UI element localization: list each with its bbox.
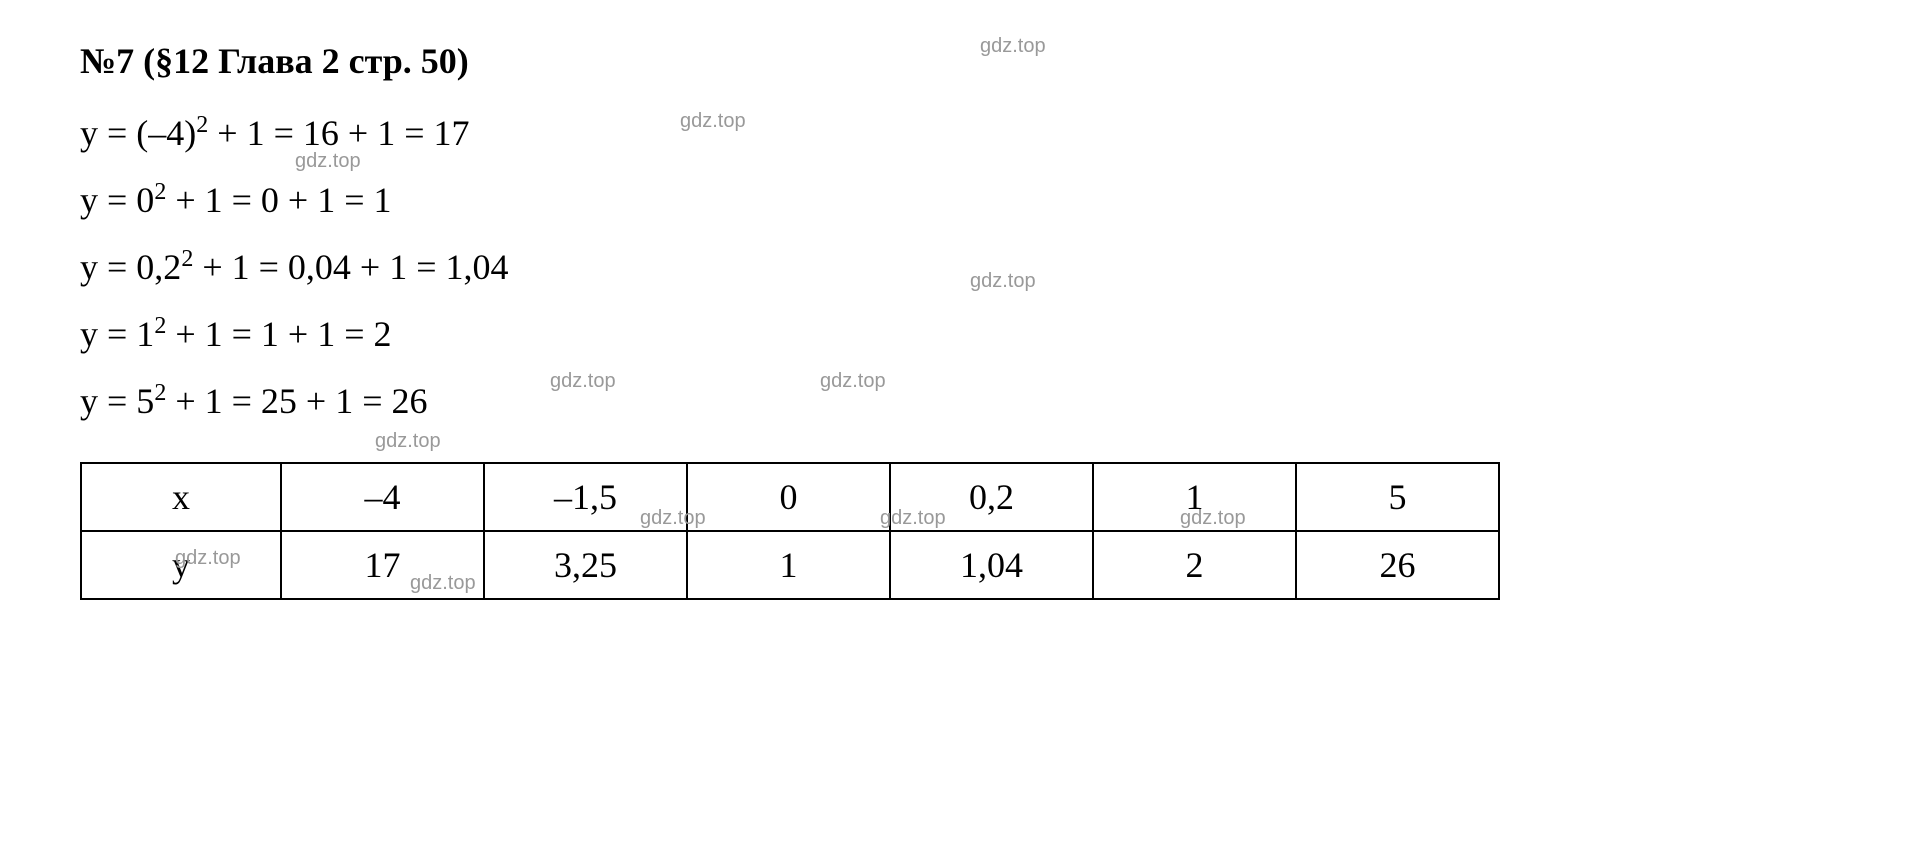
table-cell-y-label: y [81,531,281,599]
table-cell: 0 [687,463,890,531]
table-cell: 1,04 [890,531,1093,599]
eq3-lhs: y = 0,2 [80,247,181,287]
eq4-rhs: + 1 = 1 + 1 = 2 [166,314,391,354]
table-row: x –4 –1,5 0 0,2 1 5 [81,463,1499,531]
values-table-container: gdz.top gdz.top gdz.top gdz.top gdz.top … [80,462,1843,600]
table-cell: 17 [281,531,484,599]
table-cell: 3,25 [484,531,687,599]
table-cell: 26 [1296,531,1499,599]
eq1-exp: 2 [196,112,208,138]
equation-2: y = 02 + 1 = 0 + 1 = 1 [80,179,1843,221]
eq4-exp: 2 [154,313,166,339]
equation-1: y = (–4)2 + 1 = 16 + 1 = 17 [80,112,1843,154]
eq1-rhs: + 1 = 16 + 1 = 17 [208,113,469,153]
values-table: x –4 –1,5 0 0,2 1 5 y 17 3,25 1 1,04 2 2… [80,462,1500,600]
eq2-exp: 2 [154,179,166,205]
eq5-exp: 2 [154,380,166,406]
equation-3: y = 0,22 + 1 = 0,04 + 1 = 1,04 [80,246,1843,288]
eq3-rhs: + 1 = 0,04 + 1 = 1,04 [193,247,508,287]
table-cell: 5 [1296,463,1499,531]
table-cell: 0,2 [890,463,1093,531]
table-cell: 2 [1093,531,1296,599]
eq5-lhs: y = 5 [80,381,154,421]
table-cell: –4 [281,463,484,531]
eq4-lhs: y = 1 [80,314,154,354]
eq5-rhs: + 1 = 25 + 1 = 26 [166,381,427,421]
watermark: gdz.top [375,430,441,453]
eq2-rhs: + 1 = 0 + 1 = 1 [166,180,391,220]
eq2-lhs: y = 0 [80,180,154,220]
page-title: №7 (§12 Глава 2 стр. 50) [80,40,1843,82]
table-row: y 17 3,25 1 1,04 2 26 [81,531,1499,599]
table-cell: –1,5 [484,463,687,531]
table-cell: 1 [687,531,890,599]
equation-4: y = 12 + 1 = 1 + 1 = 2 [80,313,1843,355]
eq3-exp: 2 [181,246,193,272]
table-cell: 1 [1093,463,1296,531]
table-cell-x-label: x [81,463,281,531]
eq1-lhs: y = (–4) [80,113,196,153]
equation-5: y = 52 + 1 = 25 + 1 = 26 [80,380,1843,422]
